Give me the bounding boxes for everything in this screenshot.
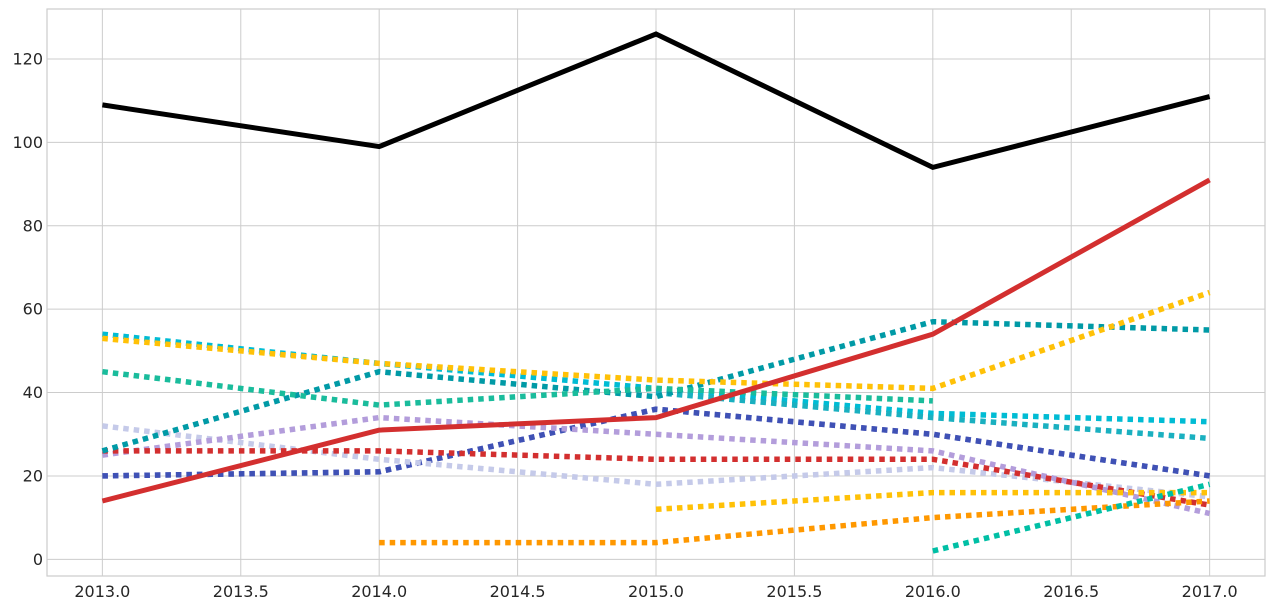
y-tick-label: 0 [33,550,43,569]
series-line-4 [102,414,1211,517]
x-tick-label: 2015.5 [766,582,822,601]
y-tick-label: 80 [23,216,43,235]
x-tick-label: 2016.5 [1043,582,1099,601]
series-line-7 [655,389,1210,442]
series-line-12 [379,498,1210,546]
series-line-6 [102,331,1210,425]
x-tick-label: 2015.0 [628,582,684,601]
y-tick-label: 40 [23,383,43,402]
series-line-14 [101,177,1211,504]
x-tick-label: 2014.0 [351,582,407,601]
series-line-2 [102,406,1211,479]
series-line-11 [655,489,1210,513]
series-line-15 [102,31,1211,171]
series-line-9 [102,368,933,408]
series-layer [101,31,1211,554]
x-axis-tick-labels: 2013.0 2013.5 2014.0 2014.5 2015.0 2015.5 2016… [74,582,1237,601]
y-tick-label: 100 [12,133,43,152]
x-tick-label: 2014.5 [490,582,546,601]
series-line-5 [102,448,1211,508]
series-line-8 [101,318,1210,454]
grid-layer [47,9,1265,576]
x-tick-label: 2013.0 [74,582,130,601]
x-tick-label: 2017.0 [1182,582,1238,601]
y-tick-label: 20 [23,466,43,485]
plot-border [46,8,1266,577]
y-axis-tick-labels: 0 20 40 60 80 100 120 [12,50,43,569]
y-tick-label: 60 [23,300,43,319]
x-tick-label: 2016.0 [905,582,961,601]
x-tick-label: 2013.5 [213,582,269,601]
y-tick-label: 120 [12,50,43,69]
series-line-13 [932,481,1211,554]
plot-frame [46,8,1266,577]
